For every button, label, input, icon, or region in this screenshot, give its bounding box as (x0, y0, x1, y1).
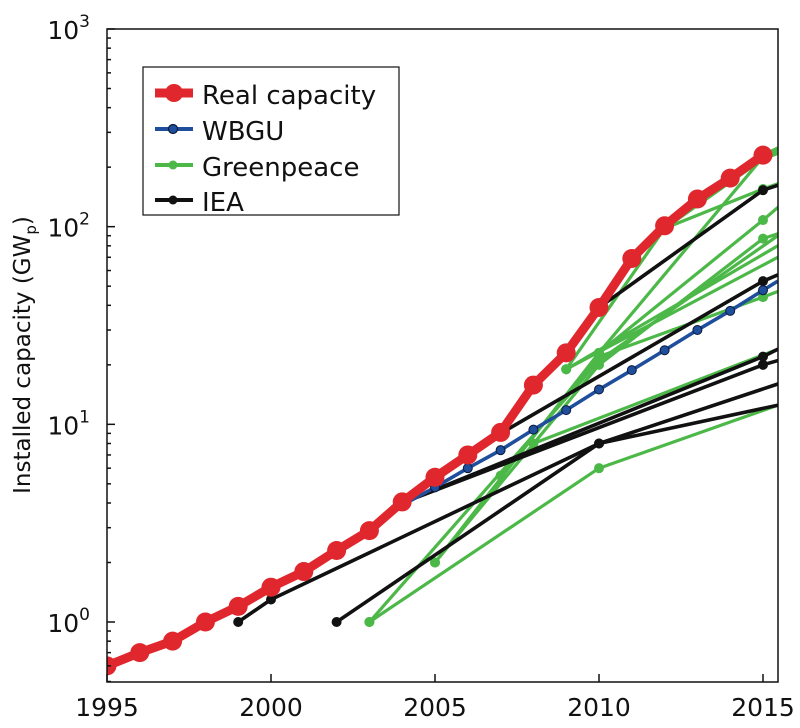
wbgu-point (462, 463, 473, 474)
y-tick-label: 103 (47, 12, 90, 45)
series-real (107, 145, 773, 676)
greenpeace-point (528, 438, 539, 449)
real-point (491, 422, 511, 442)
legend: Real capacity WBGU Greenpeace IEA (142, 66, 400, 218)
real-point (107, 656, 117, 676)
x-tick-label: 2005 (403, 693, 467, 722)
legend-label-wbgu: WBGU (202, 117, 284, 147)
wbgu-point (659, 345, 670, 356)
iea-point (594, 438, 604, 449)
wbgu-point (725, 305, 736, 316)
legend-label-greenpeace: Greenpeace (202, 153, 359, 183)
iea-point (758, 276, 768, 287)
legend-marker-greenpeace (168, 160, 178, 170)
real-point (261, 577, 281, 597)
wbgu-point (758, 285, 768, 296)
iea-point (233, 617, 244, 627)
y-tick-label: 101 (47, 407, 90, 440)
real-point (720, 168, 740, 188)
wbgu-point (495, 445, 506, 456)
wbgu-point (528, 424, 539, 435)
x-tick-label: 1995 (75, 693, 139, 722)
legend-marker-iea (168, 195, 178, 205)
legend-item-wbgu: WBGU (155, 117, 284, 147)
greenpeace-point (758, 292, 768, 303)
greenpeace-point (758, 233, 768, 244)
iea-line-0 (236, 382, 778, 624)
legend-item-greenpeace: Greenpeace (155, 153, 359, 183)
real-point (523, 375, 543, 395)
real-point (163, 631, 183, 651)
real-point (228, 596, 248, 616)
wbgu-point (594, 384, 604, 395)
real-point (294, 562, 314, 582)
legend-marker-real (165, 84, 183, 102)
wbgu-point (561, 405, 572, 416)
real-point (195, 612, 215, 632)
real-point (359, 521, 379, 541)
wbgu-point (626, 365, 637, 376)
real-point (327, 540, 347, 560)
greenpeace-point (758, 215, 768, 226)
greenpeace-point (430, 557, 440, 568)
real-point (655, 216, 675, 236)
legend-item-real: Real capacity (155, 81, 376, 111)
legend-label-iea: IEA (202, 188, 244, 218)
real-point (425, 467, 445, 487)
x-tick-label: 2015 (731, 693, 795, 722)
iea-point (331, 617, 342, 627)
series-greenpeace (364, 146, 778, 627)
x-tick-labels: 1995 2000 2005 2010 2015 (75, 693, 795, 722)
real-point (589, 297, 609, 317)
series-layer (107, 145, 778, 676)
legend-item-iea: IEA (155, 188, 244, 218)
real-point (392, 492, 412, 512)
greenpeace-point (594, 359, 604, 370)
y-axis-label-subscript: p (22, 225, 40, 235)
iea-point (758, 359, 768, 370)
greenpeace-point (364, 617, 375, 627)
iea-point (758, 351, 768, 362)
greenpeace-line-11 (531, 347, 778, 446)
legend-marker-wbgu (167, 123, 179, 135)
legend-label-real: Real capacity (202, 81, 376, 111)
greenpeace-point (561, 364, 572, 375)
iea-point (266, 594, 276, 605)
real-point (556, 343, 576, 363)
real-point (622, 249, 642, 269)
axis-ticks (106, 28, 764, 683)
greenpeace-point (495, 470, 506, 481)
greenpeace-point (594, 347, 604, 358)
real-point (130, 643, 150, 663)
iea-point (758, 185, 768, 196)
x-tick-label: 2000 (239, 693, 303, 722)
real-point (687, 189, 707, 209)
iea-line-1 (334, 403, 778, 624)
y-tick-label: 100 (47, 605, 90, 638)
plot-frame (106, 28, 779, 683)
y-axis-label: Installed capacity (GWp) (10, 216, 40, 494)
x-tick-label: 2010 (567, 693, 631, 722)
y-tick-labels: 100 101 102 103 (47, 12, 90, 638)
iea-line-4 (498, 273, 778, 436)
greenpeace-point (594, 463, 604, 474)
series-iea (233, 183, 778, 627)
real-point (458, 445, 478, 465)
y-tick-label: 102 (47, 210, 90, 243)
real-point (753, 145, 773, 165)
wbgu-point (692, 325, 703, 336)
